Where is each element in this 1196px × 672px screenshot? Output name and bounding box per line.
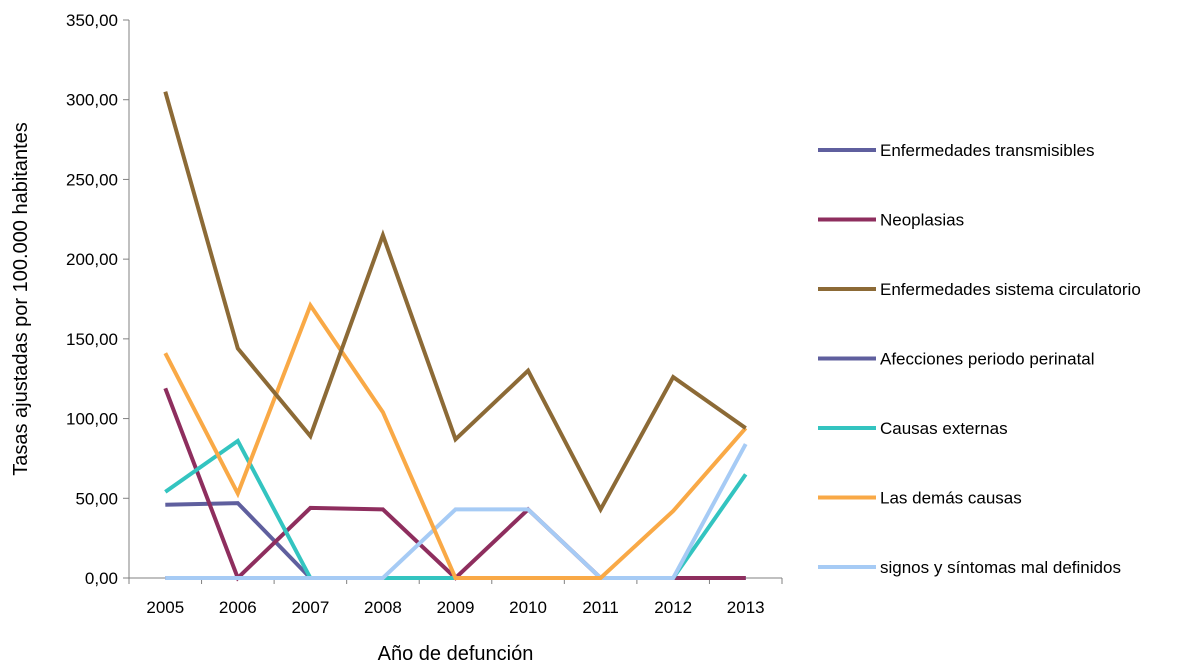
x-tick-label: 2006 (219, 598, 257, 617)
series-lines (163, 91, 748, 582)
x-tick-label: 2012 (654, 598, 692, 617)
x-tick-label: 2013 (727, 598, 765, 617)
y-tick-label: 100,00 (66, 410, 118, 429)
series-line-2 (163, 387, 746, 582)
series-line-7 (165, 443, 748, 580)
y-axis-title: Tasas ajustadas por 100.000 habitantes (10, 122, 32, 476)
y-tick-label: 350,00 (66, 11, 118, 30)
series-line-6 (163, 301, 748, 580)
legend-label: Enfermedades sistema circulatorio (880, 280, 1141, 299)
axes: 0,00 50,00 100,00 150,00 200,00 250,00 300,00 3… (66, 11, 783, 617)
x-ticks: 2005 2006 2007 2008 2009 2010 2011 2012 2013 (128, 578, 783, 617)
y-tick-label: 50,00 (75, 489, 118, 508)
legend-label: Enfermedades transmisibles (880, 141, 1094, 160)
y-tick-label: 150,00 (66, 330, 118, 349)
y-ticks: 0,00 50,00 100,00 150,00 200,00 250,00 300,00 3… (66, 11, 129, 588)
legend-label: Neoplasias (880, 211, 964, 230)
x-tick-label: 2007 (291, 598, 329, 617)
y-tick-label: 200,00 (66, 250, 118, 269)
x-tick-label: 2005 (146, 598, 184, 617)
series-line-3 (163, 91, 747, 514)
legend-label: signos y síntomas mal definidos (880, 558, 1121, 577)
x-tick-label: 2008 (364, 598, 402, 617)
y-tick-label: 0,00 (85, 569, 118, 588)
legend-label: Afecciones periodo perinatal (880, 350, 1095, 369)
x-axis-title: Año de defunción (378, 643, 534, 665)
legend-label: Causas externas (880, 419, 1008, 438)
y-tick-label: 250,00 (66, 170, 118, 189)
y-tick-label: 300,00 (66, 91, 118, 110)
legend-label: Las demás causas (880, 489, 1022, 508)
x-tick-label: 2009 (437, 598, 475, 617)
x-tick-label: 2011 (582, 598, 619, 617)
series-line-1 (165, 501, 746, 580)
x-tick-label: 2010 (509, 598, 547, 617)
legend: Enfermedades transmisibles Neoplasias Enfe… (818, 141, 1141, 577)
